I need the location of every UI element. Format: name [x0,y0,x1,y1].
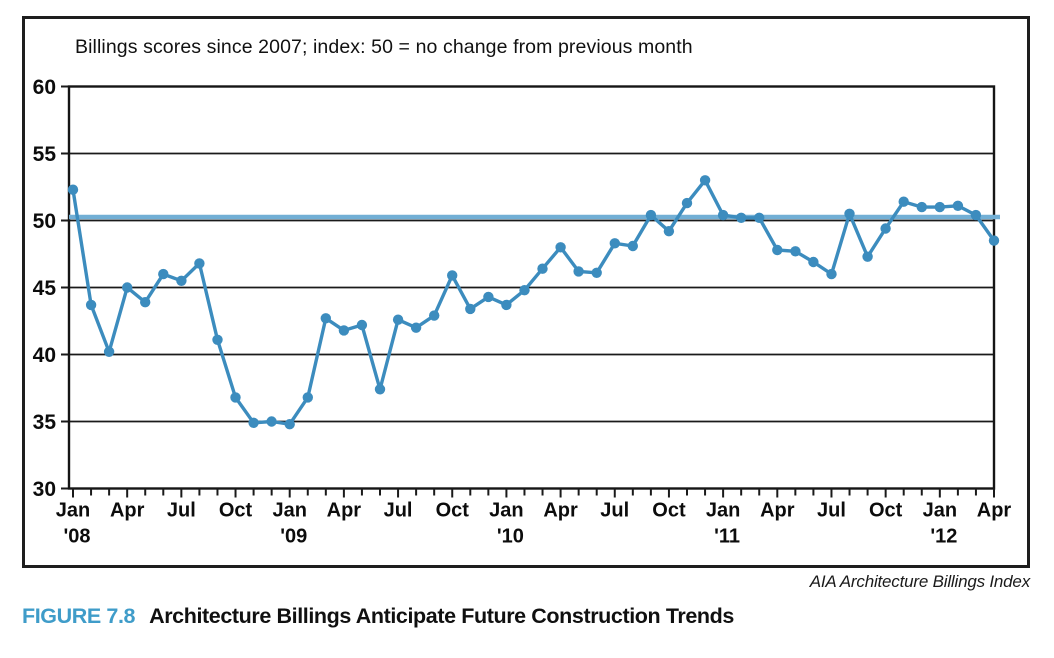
x-tick-label: Jul [817,500,846,522]
data-point [645,209,657,221]
data-point [699,175,711,186]
x-tick-label: Jul [600,500,629,522]
figure-caption: FIGURE 7.8 Architecture Billings Anticipa… [22,604,1032,629]
data-point [103,346,115,357]
data-point [808,256,819,268]
x-tick-label: Apr [977,500,1012,522]
data-point [663,226,675,237]
data-point [555,242,566,253]
plot-frame [67,85,996,490]
data-point [952,200,964,211]
data-point [717,209,729,221]
x-tick-label: Oct [652,500,686,522]
data-point [573,266,584,277]
x-tick-label: Oct [869,500,903,522]
x-tick-year-label: '08 [63,526,90,548]
x-tick-label: Oct [219,500,253,522]
data-point [338,325,350,336]
chart-title: Billings scores since 2007; index: 50 = … [75,36,693,58]
y-tick-label: 55 [33,143,57,166]
data-point [85,299,97,311]
y-tick-label: 50 [33,210,56,233]
series-line [71,178,996,426]
y-tick-label: 30 [33,478,56,501]
data-point [248,417,259,428]
data-point [862,251,873,262]
data-point [880,223,891,234]
data-point [320,313,331,324]
data-point [67,184,79,195]
y-tick-label: 45 [33,277,57,300]
x-tick-label: Jan [489,500,523,522]
x-tick-label: Apr [327,500,362,522]
data-point [934,201,945,213]
data-point [230,392,241,403]
x-tick-label: Apr [110,500,145,522]
data-point [826,268,837,280]
data-point [302,392,313,403]
data-point [465,303,476,315]
x-tick-label: Jul [384,500,413,522]
data-point [988,235,1000,246]
data-point [356,319,368,331]
data-point [501,299,512,311]
data-point [970,209,982,221]
data-point [176,275,187,286]
data-point [392,314,404,325]
data-point [519,285,530,296]
data-point [429,310,440,321]
x-tick-year-label: '10 [497,526,524,548]
x-tick-label: Jul [167,500,196,522]
x-tick-label: Apr [543,500,578,522]
x-tick-label: Jan [706,500,740,522]
data-point [158,268,169,280]
data-point [410,322,422,333]
y-tick-label: 60 [33,76,56,99]
data-point [122,282,133,293]
x-tick-label: Jan [272,500,306,522]
data-point [266,416,277,427]
x-tick-year-label: '09 [280,526,307,548]
data-point [374,384,386,395]
y-tick-label: 35 [33,411,57,434]
data-point [627,240,638,252]
x-tick-label: Jan [56,500,90,522]
figure-caption-label: FIGURE 7.8 [22,604,136,628]
data-point [537,263,548,274]
x-tick-year-label: '12 [930,526,957,548]
data-point [681,197,693,209]
x-tick-label: Jan [923,500,957,522]
data-point [736,212,747,223]
data-point [194,258,205,269]
data-point [754,212,765,223]
data-point [483,291,494,303]
data-point [447,270,458,281]
y-tick-label: 40 [33,344,56,367]
x-tick-label: Oct [436,500,470,522]
data-point [609,238,620,249]
data-point [140,297,151,308]
data-point [772,244,783,256]
source-credit: AIA Architecture Billings Index [809,572,1030,591]
data-point [284,419,295,430]
data-point [916,201,927,213]
data-point [591,267,602,278]
x-tick-year-label: '11 [714,526,740,548]
x-tick-label: Apr [760,500,795,522]
figure-caption-text: Architecture Billings Anticipate Future … [149,604,734,628]
data-point [844,208,855,219]
data-point [790,246,801,257]
data-point [212,334,223,345]
data-point [898,196,909,207]
